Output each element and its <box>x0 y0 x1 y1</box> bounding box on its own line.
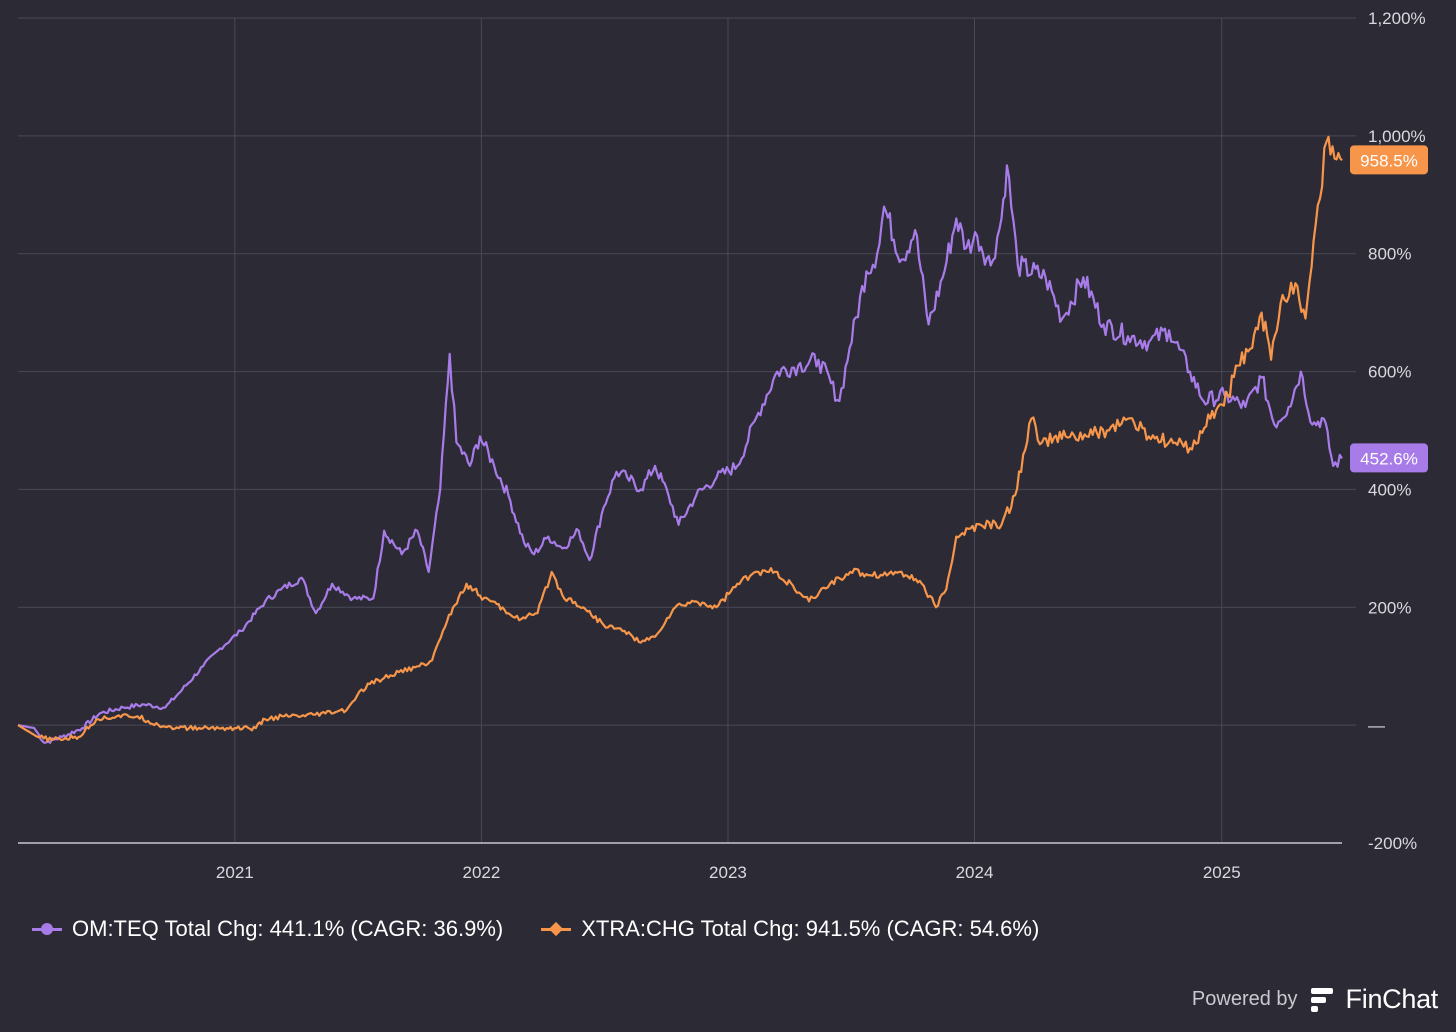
series-lines <box>17 135 1343 744</box>
end-badge-box <box>1350 443 1428 473</box>
series-line-xtra-chg <box>17 135 1343 743</box>
diamond-line-icon <box>541 921 572 937</box>
end-badge-value: 452.6% <box>1360 449 1418 468</box>
y-tick-label: 800% <box>1368 245 1411 264</box>
end-value-badges: 452.6% 958.5% <box>1350 145 1428 473</box>
circle-line-icon <box>32 922 62 936</box>
end-badge-om-teq: 452.6% <box>1350 443 1428 473</box>
x-tick-label: 2022 <box>462 863 500 882</box>
powered-by-text: Powered by <box>1191 988 1298 1010</box>
y-tick-label: 400% <box>1368 480 1411 499</box>
legend-item-om-teq[interactable]: OM:TEQ Total Chg: 441.1% (CAGR: 36.9%) <box>32 916 503 942</box>
grid <box>18 17 1356 843</box>
y-tick-label: 200% <box>1368 598 1411 617</box>
legend: OM:TEQ Total Chg: 441.1% (CAGR: 36.9%) X… <box>32 916 1039 942</box>
x-tick-label: 2024 <box>956 863 994 882</box>
end-badge-xtra-chg: 958.5% <box>1350 145 1428 175</box>
x-tick-label: 2021 <box>216 863 254 882</box>
legend-dot <box>41 923 53 935</box>
end-badge-value: 958.5% <box>1360 151 1418 170</box>
line-chart: 1,200% 1,000% 800% 600% 400% 200% — -200% 2021 20… <box>17 9 1428 882</box>
finchat-brand-name: FinChat <box>1345 984 1439 1014</box>
branding[interactable]: Powered by FinChat <box>1192 984 1438 1015</box>
x-tick-label: 2025 <box>1203 863 1241 882</box>
y-tick-label: 1,000% <box>1368 127 1426 146</box>
y-tick-label: 1,200% <box>1368 9 1426 28</box>
legend-label-om-teq: OM:TEQ Total Chg: 441.1% (CAGR: 36.9%) <box>72 916 504 941</box>
y-tick-label: 600% <box>1368 363 1411 382</box>
y-tick-label: -200% <box>1368 834 1417 853</box>
legend-diamond <box>549 921 564 937</box>
x-tick-label: 2023 <box>709 863 747 882</box>
axes: 1,200% 1,000% 800% 600% 400% 200% — -200% 2021 20… <box>18 9 1426 882</box>
finchat-logo-icon <box>1310 987 1333 1012</box>
legend-item-xtra-chg[interactable]: XTRA:CHG Total Chg: 941.5% (CAGR: 54.6%) <box>541 916 1039 942</box>
end-badge-box <box>1350 145 1428 175</box>
series-line-om-teq <box>17 164 1343 744</box>
y-tick-label: — <box>1368 716 1385 735</box>
legend-label-xtra-chg: XTRA:CHG Total Chg: 941.5% (CAGR: 54.6%) <box>581 916 1040 941</box>
